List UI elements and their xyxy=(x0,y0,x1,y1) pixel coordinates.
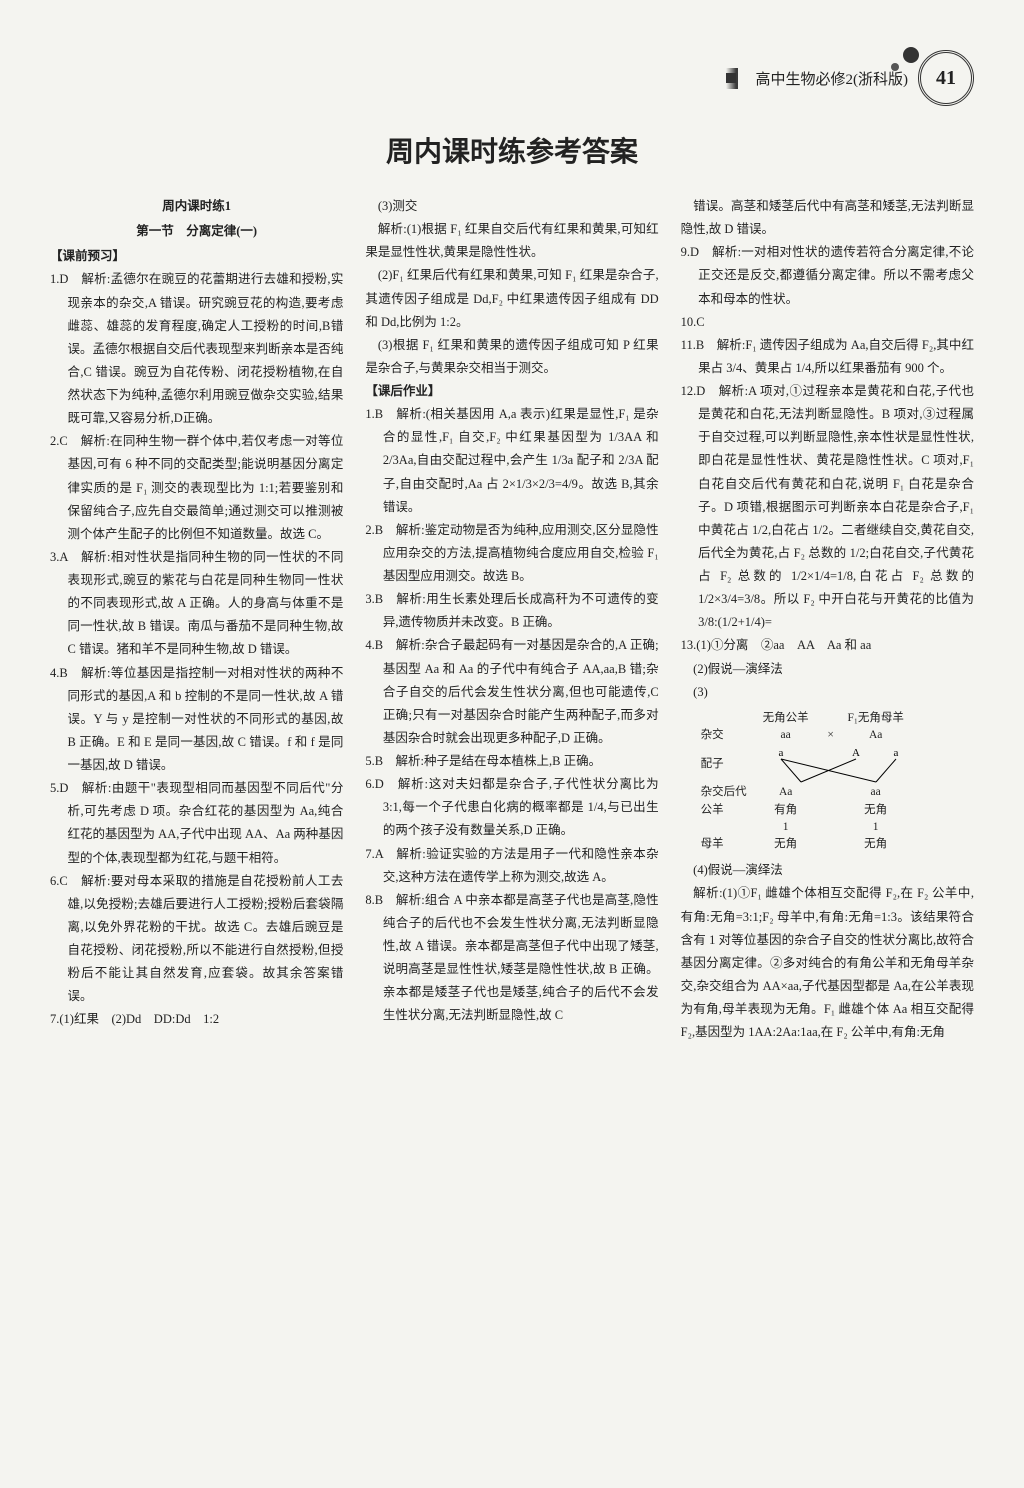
answer-item: 3.A 解析:相对性状是指同种生物的同一性状的不同表现形式,豌豆的紫花与白花是同… xyxy=(68,546,344,662)
header-subject: 高中生物必修2(浙科版) xyxy=(726,68,909,89)
page-header: 高中生物必修2(浙科版) 41 xyxy=(726,50,975,106)
answer-item: 7.A 解析:验证实验的方法是用子一代和隐性亲本杂交,这种方法在遗传学上称为测交… xyxy=(383,843,659,889)
diagram-cell: 无角 xyxy=(846,836,906,853)
answer-item: 6.D 解析:这对夫妇都是杂合子,子代性状分离比为 3:1,每一个子代患白化病的… xyxy=(383,773,659,842)
diagram-cell: 有角 xyxy=(756,802,816,819)
diagram-header: 无角公羊 xyxy=(756,710,816,727)
answer-item: 5.B 解析:种子是结在母本植株上,B 正确。 xyxy=(383,750,659,773)
postclass-heading: 【课后作业】 xyxy=(365,380,658,403)
diagram-label: 母羊 xyxy=(701,836,756,853)
answer-item: 6.C 解析:要对母本采取的措施是自花授粉前人工去雄,以免授粉;去雄后要进行人工… xyxy=(68,870,344,1009)
diagram-label: 杂交 xyxy=(701,727,756,744)
preclass-heading: 【课前预习】 xyxy=(50,245,343,268)
answer-item: 8.B 解析:组合 A 中亲本都是高茎子代也是高茎,隐性纯合子的后代也不会发生性… xyxy=(383,889,659,1028)
diagram-label: 配子 xyxy=(701,756,756,773)
answer-sub: (3)根据 F₁ 红果和黄果的遗传因子组成可知 P 红果是杂合子,与黄果杂交相当… xyxy=(365,334,658,380)
answer-item: 3.B 解析:用生长素处理后长成高秆为不可遗传的变异,遗传物质并未改变。B 正确… xyxy=(383,588,659,634)
answer-sub: (2)F₁ 红果后代有红果和黄果,可知 F₁ 红果是杂合子,其遗传因子组成是 D… xyxy=(365,264,658,333)
diagram-cell: 无角 xyxy=(756,836,816,853)
diagram-cell: 无角 xyxy=(846,802,906,819)
column-1: 周内课时练1 第一节 分离定律(一) 【课前预习】 1.D 解析:孟德尔在豌豆的… xyxy=(50,195,343,1044)
diagram-cell: aa xyxy=(846,784,906,801)
diagram-cell: 1 xyxy=(756,819,816,836)
answer-sub: 解析:(1)根据 F₁ 红果自交后代有红果和黄果,可知红果是显性性状,黄果是隐性… xyxy=(365,218,658,264)
chapter-title: 第一节 分离定律(一) xyxy=(50,220,343,243)
cross-lines-icon: a A a xyxy=(756,744,916,784)
svg-text:A: A xyxy=(852,747,860,759)
practice-title: 周内课时练1 xyxy=(50,195,343,218)
answer-item: 9.D 解析:一对相对性状的遗传若符合分离定律,不论正交还是反交,都遵循分离定律… xyxy=(698,241,974,310)
diagram-cross: × xyxy=(816,727,846,744)
answer-item: 10.C xyxy=(698,311,974,334)
answer-sub: 错误。高茎和矮茎后代中有高茎和矮茎,无法判断显隐性,故 D 错误。 xyxy=(681,195,974,241)
answer-sub: 解析:(1)①F₁ 雌雄个体相互交配得 F₂,在 F₂ 公羊中,有角:无角=3:… xyxy=(681,882,974,1044)
diagram-cell: 1 xyxy=(846,819,906,836)
answer-item: 13.(1)①分离 ②aa AA Aa 和 aa xyxy=(698,634,974,657)
answer-sub: (3)测交 xyxy=(365,195,658,218)
svg-text:a: a xyxy=(893,747,898,759)
answer-item: 4.B 解析:杂合子最起码有一对基因是杂合的,A 正确;基因型 Aa 和 Aa … xyxy=(383,634,659,750)
answer-item: 11.B 解析:F₁ 遗传因子组成为 Aa,自交后得 F₂,其中红果占 3/4、… xyxy=(698,334,974,380)
diagram-cell: aa xyxy=(756,727,816,744)
answer-item: 1.D 解析:孟德尔在豌豆的花蕾期进行去雄和授粉,实现亲本的杂交,A 错误。研究… xyxy=(68,268,344,430)
diagram-cell: Aa xyxy=(756,784,816,801)
answer-item: 2.C 解析:在同种生物一群个体中,若仅考虑一对等位基因,可有 6 种不同的交配… xyxy=(68,430,344,546)
diagram-label: 杂交后代 xyxy=(701,784,756,801)
answer-item: 12.D 解析:A 项对,①过程亲本是黄花和白花,子代也是黄花和白花,无法判断显… xyxy=(698,380,974,634)
answer-sub: (3) xyxy=(681,681,974,704)
page-number-badge: 41 xyxy=(918,50,974,106)
answer-sub: (4)假说—演绎法 xyxy=(681,859,974,882)
column-2: (3)测交 解析:(1)根据 F₁ 红果自交后代有红果和黄果,可知红果是显性性状… xyxy=(365,195,658,1044)
content-columns: 周内课时练1 第一节 分离定律(一) 【课前预习】 1.D 解析:孟德尔在豌豆的… xyxy=(50,195,974,1044)
main-title: 周内课时练参考答案 xyxy=(50,130,974,170)
answer-item: 4.B 解析:等位基因是指控制一对相对性状的两种不同形式的基因,A 和 b 控制… xyxy=(68,662,344,778)
svg-text:a: a xyxy=(778,747,783,759)
diagram-header: F₁无角母羊 xyxy=(846,710,906,727)
column-3: 错误。高茎和矮茎后代中有高茎和矮茎,无法判断显隐性,故 D 错误。 9.D 解析… xyxy=(681,195,974,1044)
answer-item: 7.(1)红果 (2)Dd DD:Dd 1:2 xyxy=(68,1008,344,1031)
answer-item: 1.B 解析:(相关基因用 A,a 表示)红果是显性,F₁ 是杂合的显性,F₁ … xyxy=(383,403,659,519)
answer-item: 5.D 解析:由题干"表现型相同而基因型不同后代"分析,可先考虑 D 项。杂合红… xyxy=(68,777,344,870)
genetics-diagram: 无角公羊 F₁无角母羊 杂交 aa × Aa 配子 a A a xyxy=(701,710,974,854)
diagram-label: 公羊 xyxy=(701,802,756,819)
diagram-cell: Aa xyxy=(846,727,906,744)
answer-item: 2.B 解析:鉴定动物是否为纯种,应用测交,区分显隐性应用杂交的方法,提高植物纯… xyxy=(383,519,659,588)
answer-sub: (2)假说—演绎法 xyxy=(681,658,974,681)
